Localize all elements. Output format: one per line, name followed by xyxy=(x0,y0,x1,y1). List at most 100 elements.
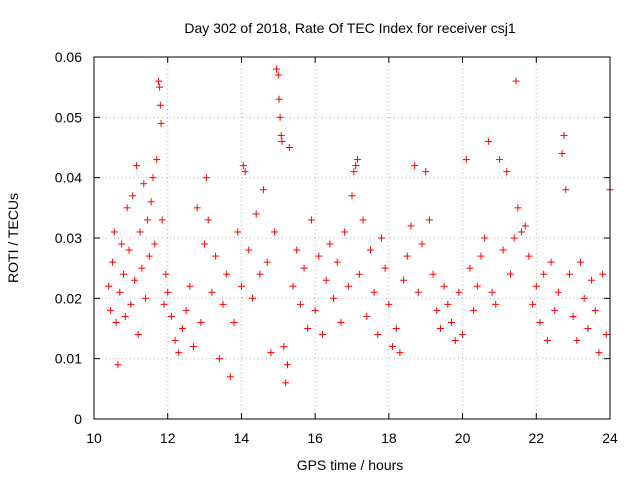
data-point xyxy=(422,168,430,176)
data-point xyxy=(377,234,385,242)
data-point xyxy=(105,282,113,290)
data-point xyxy=(197,318,205,326)
data-point xyxy=(156,83,164,91)
data-point xyxy=(565,270,573,278)
data-point xyxy=(252,210,260,218)
data-point xyxy=(182,306,190,314)
data-point xyxy=(248,294,256,302)
data-point xyxy=(118,240,126,248)
data-point xyxy=(381,264,389,272)
data-point xyxy=(140,180,148,188)
data-point xyxy=(125,246,133,254)
data-point xyxy=(241,168,249,176)
data-point xyxy=(147,198,155,206)
x-tick-label: 10 xyxy=(86,430,102,446)
ticks-layer: 10 12 14 16 18 20 22 24 0 0.01 0.02 0.03 0.04 0.05 0.0… xyxy=(55,49,618,446)
data-point xyxy=(532,282,540,290)
data-point xyxy=(433,306,441,314)
data-point xyxy=(175,349,183,357)
data-point xyxy=(352,162,360,170)
data-point xyxy=(577,258,585,266)
data-point xyxy=(547,258,555,266)
data-point xyxy=(403,252,411,260)
y-tick-label: 0.02 xyxy=(55,290,82,306)
data-point xyxy=(307,216,315,224)
data-point xyxy=(204,216,212,224)
data-point xyxy=(492,300,500,308)
data-point xyxy=(284,361,291,369)
data-point xyxy=(208,288,216,296)
x-tick-label: 18 xyxy=(381,430,397,446)
data-point xyxy=(119,270,127,278)
y-tick-label: 0 xyxy=(74,411,82,427)
data-point xyxy=(484,137,492,145)
data-point xyxy=(326,240,334,248)
data-point xyxy=(363,312,371,320)
data-point xyxy=(280,343,288,351)
data-point xyxy=(215,355,223,363)
data-point xyxy=(134,331,142,339)
data-point xyxy=(272,65,280,73)
data-point xyxy=(599,270,607,278)
y-tick-label: 0.03 xyxy=(55,230,82,246)
data-point xyxy=(260,186,268,194)
data-point xyxy=(156,101,164,109)
data-point xyxy=(289,282,297,290)
data-point xyxy=(374,331,382,339)
data-point xyxy=(157,119,165,127)
data-point xyxy=(551,306,559,314)
data-point xyxy=(116,288,124,296)
data-point xyxy=(425,216,433,224)
y-tick-label: 0.04 xyxy=(55,170,82,186)
data-point xyxy=(151,240,159,248)
data-point xyxy=(164,288,172,296)
data-point xyxy=(138,264,146,272)
data-point xyxy=(142,294,150,302)
data-point xyxy=(560,131,568,139)
data-point xyxy=(239,162,247,170)
data-point xyxy=(400,276,408,284)
data-point xyxy=(278,137,286,145)
data-point xyxy=(455,288,463,296)
data-point xyxy=(230,318,238,326)
data-point xyxy=(506,270,514,278)
data-point xyxy=(481,234,489,242)
data-point xyxy=(285,144,293,151)
data-point xyxy=(366,246,374,254)
data-point xyxy=(462,156,470,164)
data-point xyxy=(153,156,161,164)
data-point xyxy=(271,228,279,236)
x-axis-label: GPS time / hours xyxy=(297,457,404,473)
x-tick-label: 12 xyxy=(160,430,176,446)
data-point xyxy=(595,349,603,357)
y-axis-label: ROTI / TECUs xyxy=(5,193,21,283)
y-tick-label: 0.01 xyxy=(55,351,82,367)
data-point xyxy=(267,349,275,357)
data-point xyxy=(114,361,122,369)
data-point xyxy=(341,228,349,236)
data-point xyxy=(488,288,496,296)
data-point xyxy=(558,150,566,158)
data-point xyxy=(414,288,422,296)
x-tick-label: 14 xyxy=(234,430,250,446)
x-tick-label: 20 xyxy=(455,430,471,446)
data-point xyxy=(108,258,116,266)
data-point xyxy=(536,318,544,326)
data-point xyxy=(275,95,283,103)
data-point xyxy=(392,325,400,332)
data-point xyxy=(160,300,168,308)
data-point xyxy=(473,282,481,290)
data-point xyxy=(370,288,378,296)
data-point xyxy=(418,240,426,248)
data-points-layer xyxy=(105,65,614,387)
data-point xyxy=(315,252,323,260)
data-point xyxy=(562,186,570,194)
data-point xyxy=(429,270,437,278)
data-point xyxy=(145,252,153,260)
data-point xyxy=(143,216,151,224)
data-point xyxy=(274,71,282,79)
x-tick-label: 22 xyxy=(528,430,544,446)
data-point xyxy=(162,270,170,278)
data-point xyxy=(591,306,599,314)
data-point xyxy=(311,306,319,314)
